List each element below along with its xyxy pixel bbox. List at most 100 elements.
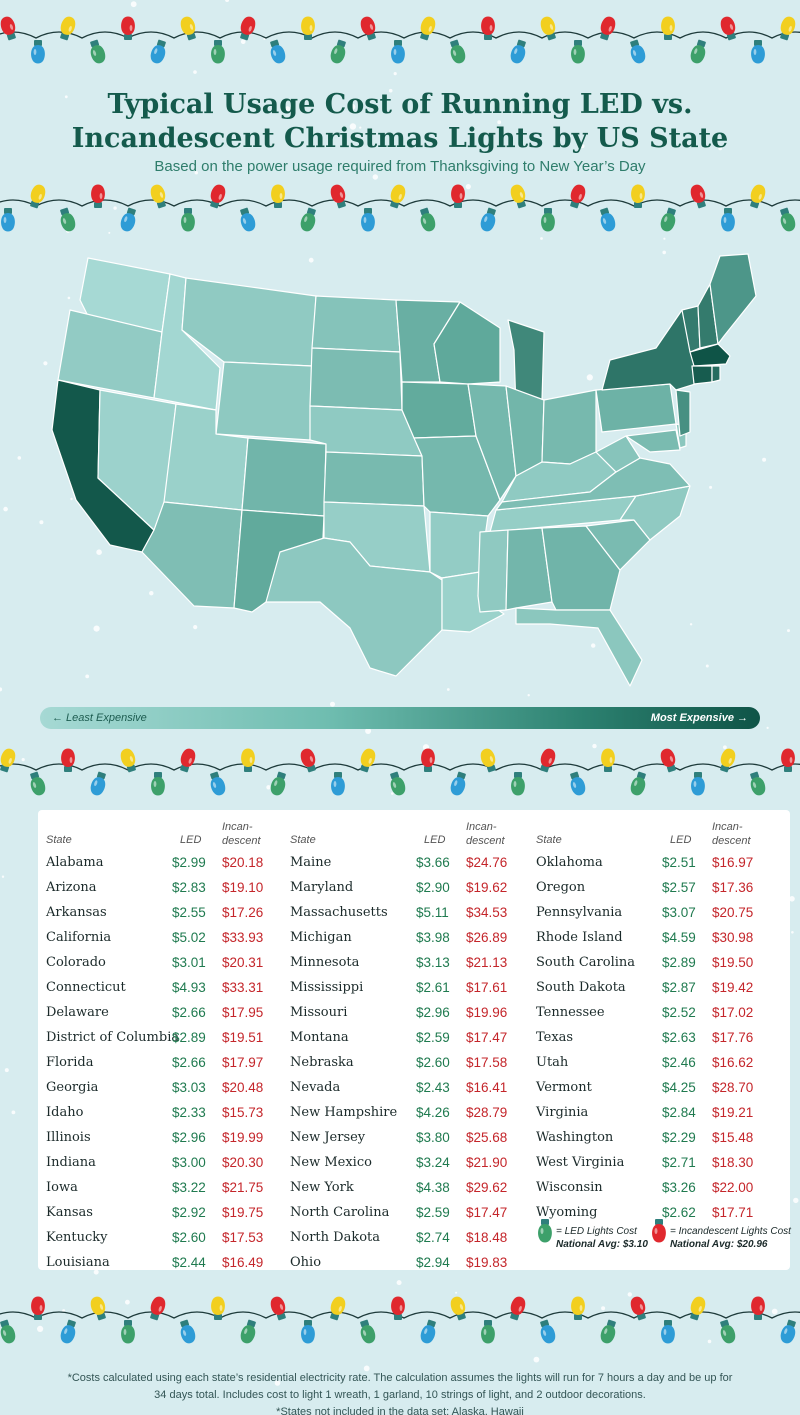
header-state: State [290,834,316,846]
incandescent-cost: $19.10 [222,880,264,895]
light-bulb-icon [630,39,646,64]
snowflake [93,1269,99,1275]
led-cost: $4.93 [172,980,206,995]
led-cost: $2.52 [662,1005,696,1020]
incandescent-cost: $22.00 [712,1180,754,1195]
light-bulb-icon [300,748,316,773]
incandescent-cost: $26.89 [466,930,508,945]
legend-least-label: ← Least Expensive [52,712,147,724]
state-name: Virginia [536,1105,589,1120]
led-cost: $2.92 [172,1205,206,1220]
incandescent-cost: $16.49 [222,1255,264,1270]
light-bulb-icon [391,40,405,64]
light-bulb-icon [1,208,15,232]
state-maine [709,253,757,345]
light-bulb-icon [240,1319,256,1344]
green-bulb-icon [538,1219,552,1243]
light-bulb-icon [540,16,556,41]
incandescent-cost: $17.47 [466,1205,508,1220]
snowflake [540,237,543,240]
state-name: New Mexico [290,1155,372,1170]
led-cost: $4.59 [662,930,696,945]
state-name: Connecticut [46,980,126,995]
light-bulb-icon [660,207,676,232]
state-name: Pennsylvania [536,905,623,920]
state-kansas [323,451,425,507]
light-bulb-icon [391,1296,405,1320]
state-south-dakota [309,347,403,411]
light-bulb-icon [150,184,166,209]
snowflake [67,296,71,300]
snowflake [787,629,790,633]
light-bulb-icon [30,771,46,796]
light-bulb-icon [450,39,466,64]
state-name: Alabama [46,855,104,870]
led-cost: $3.13 [416,955,450,970]
state-name: South Carolina [536,955,636,970]
snowflake [330,701,335,707]
state-name: New Hampshire [290,1105,398,1120]
snowflake [627,1292,632,1297]
snowflake [108,231,111,234]
led-cost: $2.55 [172,905,206,920]
led-cost: $3.03 [172,1080,206,1095]
light-bulb-icon [570,771,586,796]
state-name: Florida [46,1055,94,1070]
light-bulb-icon [360,1319,376,1344]
state-name: Kansas [46,1205,93,1220]
incandescent-cost: $17.53 [222,1230,264,1245]
light-bulb-icon [510,1296,526,1321]
led-cost: $3.98 [416,930,450,945]
state-name: Oregon [536,880,586,895]
light-bulb-icon [750,184,766,209]
led-cost: $2.66 [172,1055,206,1070]
snowflake [96,549,102,555]
snowflake [465,184,471,190]
led-cost: $3.66 [416,855,450,870]
incandescent-cost: $19.62 [466,880,508,895]
light-bulb-icon [240,207,256,232]
led-cost: $3.24 [416,1155,450,1170]
state-name: Indiana [46,1155,96,1170]
snowflake [266,785,271,790]
snowflake [396,1280,402,1286]
light-bulb-icon [420,207,436,232]
snowflake [455,1291,458,1294]
light-wire [0,763,800,771]
light-bulb-icon [301,1320,315,1344]
light-bulb-icon [151,772,165,796]
led-cost: $4.38 [416,1180,450,1195]
snowflake [193,70,197,74]
snowflake [580,144,585,149]
light-bulb-icon [121,16,135,40]
snowflake [308,257,314,263]
light-bulb-icon [330,39,346,64]
state-name: North Carolina [290,1205,390,1220]
snowflake [523,106,529,111]
snowflake [43,361,48,366]
light-bulb-icon [210,771,226,796]
state-rhode-island [711,365,721,383]
light-bulb-icon [481,16,495,40]
light-bulb-icon [331,772,345,796]
light-bulb-icon [181,208,195,232]
light-bulb-icon [451,184,465,208]
snowflake [533,1356,540,1363]
light-bulb-icon [570,184,586,209]
snowflake [349,123,357,130]
snowflake [707,1339,712,1344]
snowflake [766,726,769,730]
led-cost: $3.26 [662,1180,696,1195]
led-cost: $2.96 [172,1130,206,1145]
state-name: Arizona [46,880,97,895]
red-bulb-icon [652,1219,666,1243]
snowflake [194,171,198,175]
light-bulb-icon [600,1319,616,1344]
incandescent-cost: $19.83 [466,1255,508,1270]
state-ohio [541,389,597,465]
light-bulb-icon [660,748,676,773]
led-cost: $2.43 [416,1080,450,1095]
led-cost: $2.62 [662,1205,696,1220]
snowflake [663,237,666,240]
light-bulb-icon [301,16,315,40]
